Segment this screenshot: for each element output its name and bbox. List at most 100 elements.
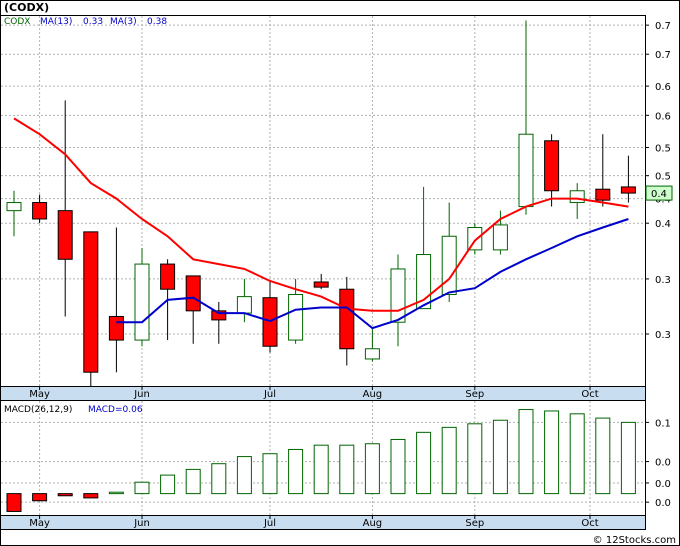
- macd-bar-positive: [236, 456, 252, 495]
- x-axis-label: May: [29, 518, 50, 529]
- x-axis-label: Sep: [465, 389, 484, 400]
- price-legend: CODX MA(13) 0.33 MA(3) 0.38: [4, 17, 167, 27]
- candle: [339, 276, 355, 366]
- candle-body-down: [211, 310, 227, 321]
- macd-bar-positive: [134, 481, 150, 495]
- x-axis-label: Sep: [465, 518, 484, 529]
- legend-ma3-value: 0.38: [147, 17, 167, 27]
- macd-bar-positive: [339, 444, 355, 495]
- price-tick-label: 0.7: [655, 50, 671, 61]
- macd-legend-value: MACD=0.06: [88, 405, 143, 415]
- ma3-line: [116, 218, 629, 330]
- macd-bar-negative: [6, 493, 22, 512]
- candle: [544, 134, 560, 207]
- x-axis-label: Aug: [363, 518, 383, 529]
- macd-y-axis: 0.1 0.0 0.0 0.0: [645, 418, 671, 509]
- x-axis-label: Aug: [363, 389, 383, 400]
- candle-body-up: [416, 254, 432, 310]
- candle-body-down: [185, 275, 201, 312]
- candle-body-down: [620, 186, 636, 194]
- candle: [416, 186, 432, 310]
- candle-body-up: [236, 296, 252, 314]
- candle: [364, 328, 380, 362]
- x-axis-band-bottom: [0, 515, 646, 530]
- candle-body-up: [364, 348, 380, 360]
- candle: [6, 190, 22, 237]
- price-tick-label: 0.7: [655, 21, 671, 32]
- macd-bar-positive: [211, 463, 227, 495]
- macd-tick-label: 0.0: [655, 479, 671, 490]
- x-axis-label: Jun: [133, 389, 150, 400]
- last-price-box: [645, 185, 673, 201]
- candle: [441, 202, 457, 303]
- price-tick-label: 0.4: [655, 219, 671, 230]
- price-tick-label: 0.6: [655, 111, 671, 122]
- candle-body-down: [544, 140, 560, 192]
- candle: [83, 231, 99, 386]
- price-tick-label: 0.5: [655, 172, 671, 183]
- macd-bar-negative: [83, 493, 99, 499]
- candle-body-up: [569, 190, 585, 204]
- legend-symbol: CODX: [4, 17, 30, 27]
- candle: [211, 302, 227, 344]
- macd-bar-positive: [185, 468, 201, 495]
- x-axis-label: May: [29, 389, 50, 400]
- candle: [134, 248, 150, 347]
- price-tick-label: 0.6: [655, 82, 671, 93]
- candle-body-down: [57, 210, 73, 260]
- candle-body-up: [390, 268, 406, 323]
- candle: [185, 275, 201, 344]
- macd-tick-label: 0.1: [655, 418, 671, 429]
- chart-title: (CODX): [4, 1, 49, 14]
- macd-bar-negative: [32, 493, 48, 502]
- x-axis-label: Oct: [581, 389, 598, 400]
- candle: [620, 155, 636, 203]
- candle: [467, 223, 483, 255]
- candle: [288, 278, 304, 344]
- x-axis-label: Jun: [133, 518, 150, 529]
- x-axis-label: Jul: [263, 518, 276, 529]
- macd-bar-positive: [544, 410, 560, 495]
- macd-bar-positive: [492, 419, 508, 495]
- last-price-value: 0.4: [651, 189, 667, 200]
- price-tick-label: 0.3: [655, 275, 671, 286]
- macd-bar-positive: [108, 491, 124, 495]
- candle-body-down: [595, 188, 611, 201]
- price-gridlines: [1, 16, 645, 386]
- candle-body-down: [32, 202, 48, 220]
- legend-ma13-value: 0.33: [83, 17, 103, 27]
- macd-bar-positive: [620, 421, 636, 495]
- macd-bar-negative: [57, 493, 73, 497]
- macd-bar-positive: [595, 417, 611, 495]
- macd-tick-label: 0.0: [655, 498, 671, 509]
- candle-body-down: [83, 231, 99, 373]
- candle: [518, 20, 534, 215]
- candle: [569, 183, 585, 219]
- last-price-tag: 0.4: [645, 185, 673, 201]
- macd-bar-positive: [288, 448, 304, 495]
- candle: [595, 134, 611, 207]
- macd-bar-positive: [467, 423, 483, 495]
- macd-tick-label: 0.0: [655, 458, 671, 469]
- x-axis-label: Oct: [581, 518, 598, 529]
- macd-legend-label: MACD(26,12,9): [4, 405, 72, 415]
- watermark: © 12Stocks.com: [593, 535, 676, 546]
- macd-bar-positive: [441, 426, 457, 495]
- candle-body-up: [492, 224, 508, 251]
- macd-bar-positive: [262, 453, 278, 495]
- macd-bar-positive: [313, 444, 329, 495]
- x-axis-labels-bottom: May Jun Jul Aug Sep Oct: [29, 515, 599, 529]
- x-axis-band-top: [0, 386, 646, 401]
- macd-bar-positive: [160, 474, 176, 495]
- candle: [57, 100, 73, 317]
- candle: [236, 278, 252, 323]
- candle-body-down: [160, 263, 176, 290]
- price-tick-label: 0.5: [655, 143, 671, 154]
- legend-ma13-label: MA(13): [40, 17, 72, 27]
- candle: [313, 273, 329, 290]
- candle-body-up: [518, 133, 534, 208]
- x-axis-label: Jul: [263, 389, 276, 400]
- candle: [32, 194, 48, 224]
